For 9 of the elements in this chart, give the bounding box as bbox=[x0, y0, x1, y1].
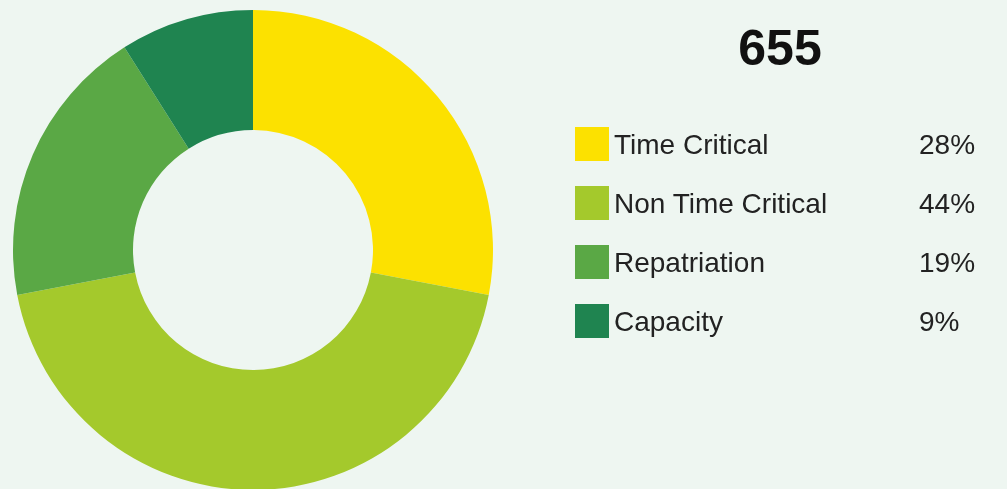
data-label: 44% bbox=[919, 187, 976, 219]
data-label: 19% bbox=[919, 246, 976, 278]
legend-label: Time Critical bbox=[614, 128, 769, 160]
data-label: 28% bbox=[919, 128, 976, 160]
data-label: 9% bbox=[919, 305, 960, 337]
legend-label: Repatriation bbox=[614, 246, 765, 278]
legend-label: Non Time Critical bbox=[614, 187, 828, 219]
chart-title: 655 bbox=[738, 20, 822, 76]
legend-label: Capacity bbox=[614, 305, 723, 337]
